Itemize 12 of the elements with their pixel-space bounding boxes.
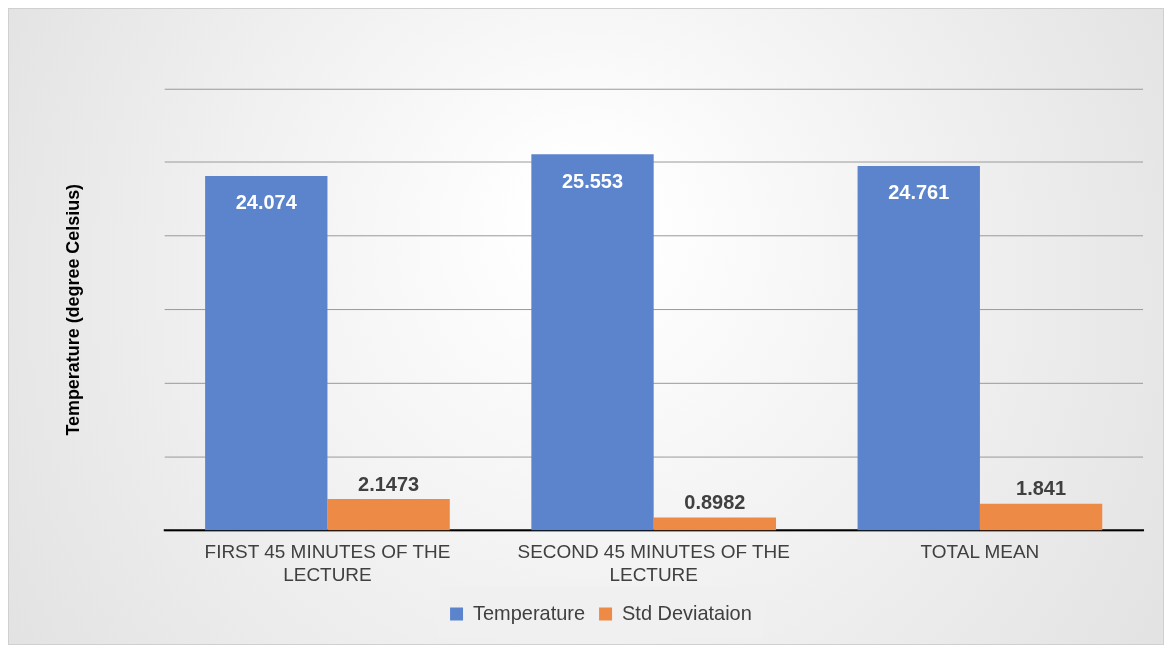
data-label: 24.074 [235,191,297,214]
data-label: 1.841 [1016,477,1067,500]
data-label: 25.553 [562,169,624,192]
legend-label: Std Deviataion [622,601,752,624]
x-tick-label: SECOND 45 MINUTES OF THE LECTURE [517,541,790,586]
x-tick-label: FIRST 45 MINUTES OF THE LECTURE [204,541,451,586]
x-tick-label: TOTAL MEAN [920,541,1040,563]
y-axis-title: Temperature (degree Celsius) [62,183,83,436]
data-label: 2.1473 [358,472,420,495]
data-label: 24.761 [888,181,950,204]
data-label: 0.8982 [684,491,746,514]
legend-label: Temperature [473,601,586,624]
